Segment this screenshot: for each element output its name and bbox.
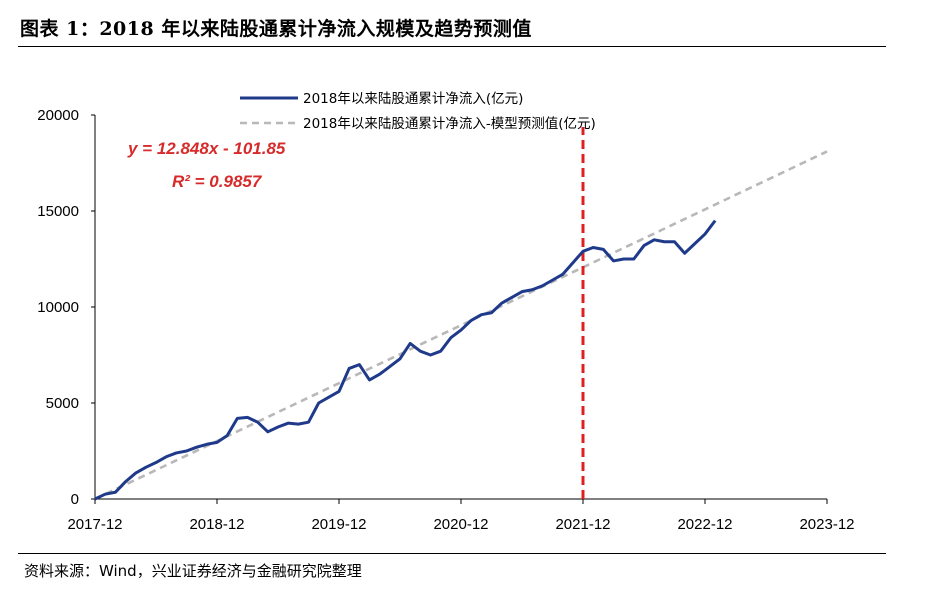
actual-series-line (94, 219, 717, 501)
x-tick-label: 2017-12 (67, 516, 122, 533)
r2-annotation: R² = 0.9857 (172, 172, 263, 191)
y-tick-label: 20000 (37, 107, 79, 124)
legend-label-actual: 2018年以来陆股通累计净流入(亿元) (303, 91, 523, 107)
top-rule (18, 46, 886, 47)
figure-title: 图表 1：2018 年以来陆股通累计净流入规模及趋势预测值 (20, 18, 532, 40)
x-tick-label: 2019-12 (311, 516, 366, 533)
y-tick-label: 15000 (37, 203, 79, 220)
y-tick-label: 10000 (37, 299, 79, 316)
y-tick-label: 5000 (46, 395, 79, 412)
x-tick-label: 2021-12 (555, 516, 610, 533)
y-tick-label: 0 (71, 491, 79, 508)
source-note: 资料来源：Wind，兴业证券经济与金融研究院整理 (24, 562, 362, 580)
x-tick-label: 2023-12 (799, 516, 854, 533)
axes: 0 5000 10000 15000 20000 2017-12 2018-12 2019-1… (37, 107, 854, 533)
annotations: y = 12.848x - 101.85 R² = 0.9857 (127, 139, 286, 191)
x-tick-label: 2022-12 (677, 516, 732, 533)
legend: 2018年以来陆股通累计净流入(亿元) 2018年以来陆股通累计净流入-模型预测值… (240, 91, 596, 132)
equation-annotation: y = 12.848x - 101.85 (127, 139, 286, 158)
series-lines (94, 127, 828, 501)
legend-label-trend: 2018年以来陆股通累计净流入-模型预测值(亿元) (303, 116, 596, 132)
trend-series-line (94, 150, 828, 501)
x-tick-label: 2018-12 (189, 516, 244, 533)
x-tick-label: 2020-12 (433, 516, 488, 533)
bottom-rule (18, 553, 886, 554)
